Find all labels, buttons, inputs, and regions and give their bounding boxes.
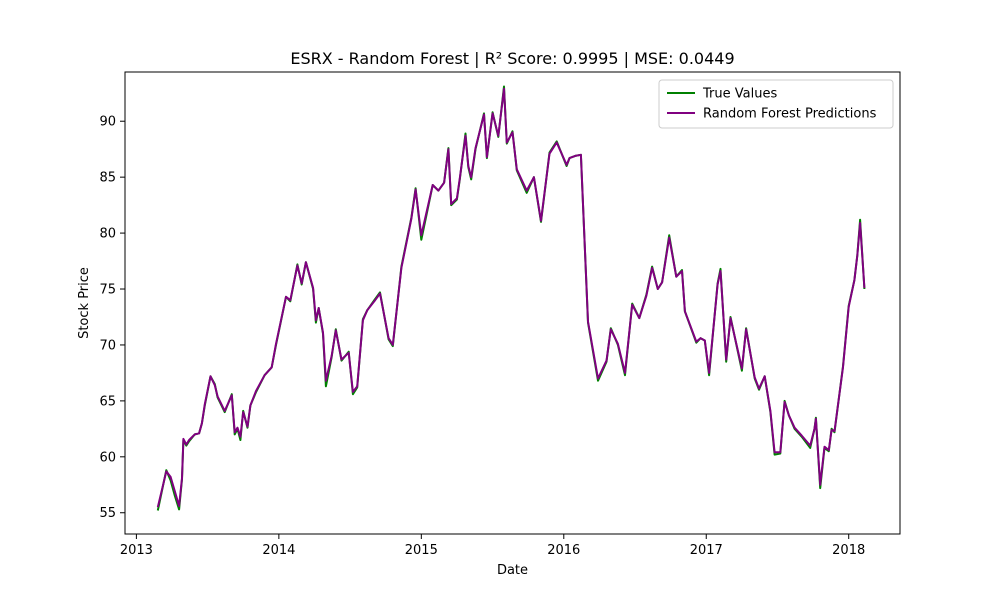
x-axis: 2013 2014 2015 2016 2017 2018 [120, 534, 865, 558]
legend: True Values Random Forest Predictions [658, 79, 894, 129]
series-line-1 [156, 87, 866, 508]
y-tick-label: 65 [99, 394, 116, 409]
y-tick-label: 90 [99, 115, 116, 130]
x-tick-label: 2013 [120, 543, 153, 558]
y-tick-label: 60 [99, 450, 116, 465]
y-tick-label: 85 [99, 171, 116, 186]
x-tick-label: 2018 [832, 543, 865, 558]
chart-title: ESRX - Random Forest | R² Score: 0.9995 … [290, 49, 734, 68]
legend-label-0: True Values [702, 87, 777, 102]
y-tick-label: 75 [99, 283, 116, 298]
legend-label-1: Random Forest Predictions [703, 107, 877, 122]
x-tick-label: 2015 [405, 543, 438, 558]
y-tick-label: 70 [99, 338, 116, 353]
y-axis: 55 60 65 70 75 80 85 90 [99, 115, 125, 521]
y-axis-label: Stock Price [77, 267, 92, 339]
plot-area [156, 85, 866, 511]
x-tick-label: 2017 [690, 543, 723, 558]
x-tick-label: 2014 [262, 543, 295, 558]
series-line-0 [156, 85, 866, 511]
plot-frame [124, 71, 901, 535]
legend-box [658, 79, 894, 129]
x-axis-label: Date [497, 563, 528, 578]
y-tick-label: 80 [99, 227, 116, 242]
x-tick-label: 2016 [547, 543, 580, 558]
y-tick-label: 55 [99, 506, 116, 521]
